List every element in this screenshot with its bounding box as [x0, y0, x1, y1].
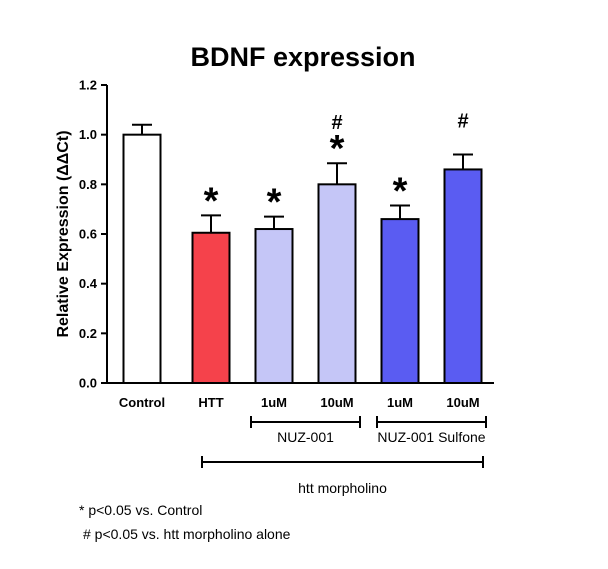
category-label: 10uM [446, 395, 479, 410]
y-tick-label: 1.0 [79, 127, 97, 142]
group-brackets: NUZ-001 NUZ-001 Sulfone htt morpholino [201, 416, 487, 496]
y-tick-label: 0.8 [79, 177, 97, 192]
bar [191, 231, 231, 384]
group-label: htt morpholino [298, 480, 387, 496]
bar [443, 168, 483, 384]
category-label: Control [119, 395, 165, 410]
significance-star: * [204, 180, 219, 222]
category-labels: Control HTT 1uM 10uM 1uM 10uM [119, 395, 480, 410]
significance-hash: # [331, 112, 342, 134]
y-tick-label: 1.2 [79, 78, 97, 93]
group-label: NUZ-001 [277, 429, 334, 445]
bars-layer: * **#*# [122, 111, 483, 384]
y-axis-label: Relative Expression (ΔΔCt) [55, 130, 72, 337]
footnote-hash: # p<0.05 vs. htt morpholino alone [83, 526, 291, 542]
y-tick-label: 0.2 [79, 326, 97, 341]
significance-hash: # [457, 111, 468, 133]
bar [254, 228, 294, 384]
significance-star: * [393, 170, 408, 212]
y-axis-ticks: 0.0 0.2 0.4 0.6 0.8 1.0 1.2 [79, 78, 107, 391]
y-tick-label: 0.4 [79, 276, 98, 291]
bar [380, 218, 420, 384]
bar [317, 183, 357, 384]
category-label: HTT [198, 395, 223, 410]
category-label: 1uM [261, 395, 287, 410]
y-tick-label: 0.6 [79, 227, 97, 242]
category-label: 10uM [320, 395, 353, 410]
group-label: NUZ-001 Sulfone [377, 429, 485, 445]
significance-star: * [330, 128, 345, 170]
category-label: 1uM [387, 395, 413, 410]
footnote-star: * p<0.05 vs. Control [79, 502, 203, 518]
chart-title: BDNF expression [190, 42, 415, 72]
y-tick-label: 0.0 [79, 376, 97, 391]
bar [122, 133, 162, 384]
significance-star: * [267, 182, 282, 224]
